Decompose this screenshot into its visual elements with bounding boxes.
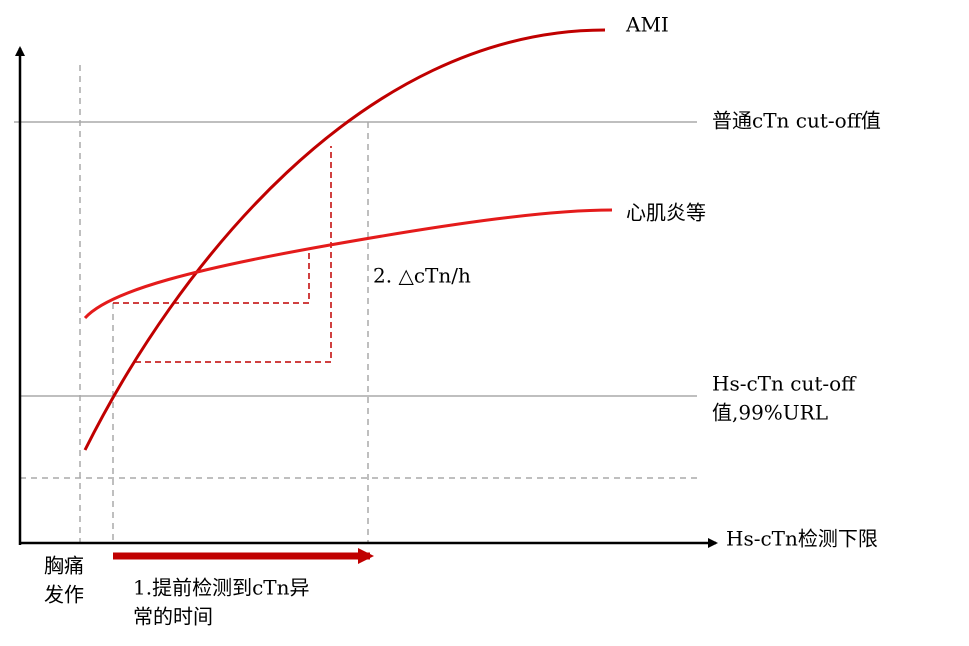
delta-label: 2. △cTn/h <box>373 264 471 288</box>
delta-ami <box>135 146 332 363</box>
conventional-label: 普通cTn cut-off值 <box>712 109 881 133</box>
myocarditis-curve <box>83 208 613 320</box>
delta-myocarditis <box>113 248 310 304</box>
ami-label: AMI <box>625 13 669 37</box>
onset-label-2: 发作 <box>44 583 84 607</box>
ami-curve <box>83 28 606 451</box>
onset-label-1: 胸痛 <box>44 554 84 578</box>
hs-label-2: 值,99%URL <box>712 401 828 425</box>
x-axis-label: Hs-cTn检测下限 <box>726 527 878 551</box>
early-label-1: 1.提前检测到cTn异 <box>133 576 310 600</box>
hs-label-1: Hs-cTn cut-off <box>712 372 857 396</box>
early-label-2: 常的时间 <box>133 605 213 629</box>
myocarditis-label: 心肌炎等 <box>626 201 706 225</box>
